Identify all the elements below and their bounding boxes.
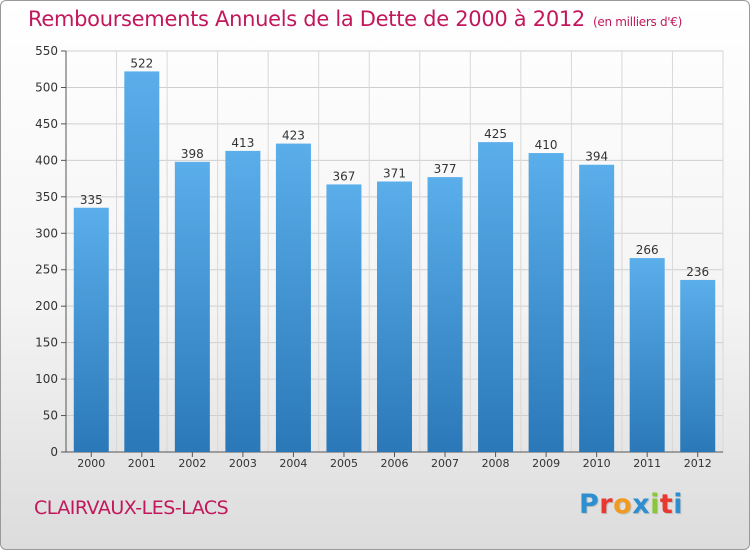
data-label-2008: 425 xyxy=(484,127,507,141)
axis-layer: 0 50 100 150 200 250 300 350 400 450 500 550 2000 200… xyxy=(35,44,723,470)
x-tick-label-2008: 2008 xyxy=(482,457,510,470)
x-tick-label-2000: 2000 xyxy=(77,457,105,470)
x-tick-label-2001: 2001 xyxy=(128,457,156,470)
x-tick-label-2003: 2003 xyxy=(229,457,257,470)
logo-letter: o xyxy=(613,489,633,520)
bar-2002 xyxy=(174,161,210,452)
bar-2010 xyxy=(579,164,615,453)
data-label-2006: 371 xyxy=(383,167,406,181)
y-tick-label: 200 xyxy=(35,299,58,313)
chart-subtitle: (en milliers d'€) xyxy=(593,15,683,29)
y-tick-label: 500 xyxy=(35,80,58,94)
bar-2005 xyxy=(326,184,362,452)
y-tick-label: 300 xyxy=(35,226,58,240)
bar-2004 xyxy=(275,143,311,452)
bar-2009 xyxy=(528,153,564,452)
data-label-2009: 410 xyxy=(535,138,558,152)
data-label-2002: 398 xyxy=(181,147,204,161)
label-layer: 335 522 398 413 423 367 371 377 425 410 394 266 236 xyxy=(80,56,709,279)
data-label-2005: 367 xyxy=(333,169,356,183)
chart-title-text: Remboursements Annuels de la Dette de 20… xyxy=(28,7,585,31)
bar-2003 xyxy=(225,150,261,453)
y-tick-label: 150 xyxy=(35,336,58,350)
logo-letter: t xyxy=(659,489,674,520)
data-label-2012: 236 xyxy=(686,265,709,279)
bar-2008 xyxy=(478,142,514,453)
y-tick-label: 50 xyxy=(43,409,58,423)
logo-letter: P xyxy=(579,489,600,520)
data-label-2004: 423 xyxy=(282,129,305,143)
bar-layer xyxy=(73,71,716,453)
x-tick-label-2006: 2006 xyxy=(381,457,409,470)
chart-title: Remboursements Annuels de la Dette de 20… xyxy=(28,7,682,31)
x-tick-label-2004: 2004 xyxy=(279,457,307,470)
logo-letter: r xyxy=(599,489,614,520)
x-tick-label-2002: 2002 xyxy=(178,457,206,470)
commune-name: CLAIRVAUX-LES-LACS xyxy=(34,497,229,519)
bar-2007 xyxy=(427,177,463,452)
x-tick-label-2009: 2009 xyxy=(532,457,560,470)
logo-letter: x xyxy=(632,489,651,520)
logo-letter: i xyxy=(673,489,684,520)
bar-2006 xyxy=(377,181,412,453)
y-tick-label: 0 xyxy=(50,445,58,459)
bar-2000 xyxy=(73,207,109,452)
proxiti-logo: Proxiti xyxy=(579,489,683,520)
data-label-2001: 522 xyxy=(130,56,153,70)
y-tick-label: 350 xyxy=(35,190,58,204)
y-tick-label: 250 xyxy=(35,263,58,277)
y-tick-label: 100 xyxy=(35,372,58,386)
y-tick-label: 450 xyxy=(35,117,58,131)
x-tick-label-2010: 2010 xyxy=(583,457,611,470)
x-tick-label-2005: 2005 xyxy=(330,457,358,470)
bar-2001 xyxy=(124,71,160,452)
x-tick-label-2012: 2012 xyxy=(684,457,712,470)
logo-letter: i xyxy=(650,489,660,520)
data-label-2010: 394 xyxy=(585,150,608,164)
y-tick-label: 550 xyxy=(35,44,58,58)
x-tick-label-2007: 2007 xyxy=(431,457,459,470)
bar-2012 xyxy=(680,279,716,452)
y-tick-label: 400 xyxy=(35,153,58,167)
data-label-2000: 335 xyxy=(80,193,103,207)
data-label-2011: 266 xyxy=(636,243,659,257)
x-tick-label-2011: 2011 xyxy=(633,457,661,470)
data-label-2007: 377 xyxy=(434,162,457,176)
bar-2011 xyxy=(629,258,665,452)
data-label-2003: 413 xyxy=(231,136,254,150)
